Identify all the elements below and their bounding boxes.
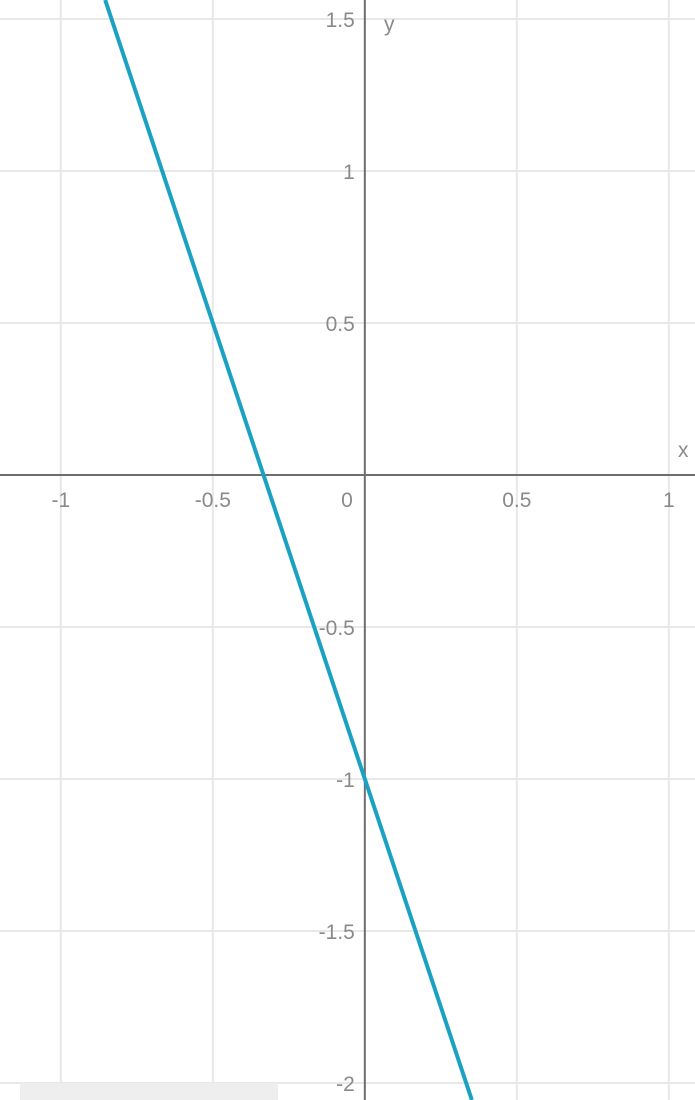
x-axis-label: x: [678, 439, 689, 462]
tick-labels: -1 -0.5 0 0.5 1 1.5 1 0.5 -0.5 -1 -1.5 -2: [51, 9, 674, 1096]
x-tick-label: 0.5: [502, 489, 531, 512]
y-tick-label: -0.5: [319, 617, 355, 640]
x-tick-label: -1: [51, 489, 70, 512]
y-tick-label: 1.5: [326, 9, 355, 32]
y-tick-label: 0.5: [326, 313, 355, 336]
y-axis-label: y: [384, 13, 395, 36]
x-tick-label: 1: [663, 489, 675, 512]
y-tick-label: -1: [336, 769, 355, 792]
bottom-overlay-bar: [20, 1083, 278, 1100]
y-tick-label: -2: [336, 1073, 355, 1096]
series: [103, 0, 474, 1100]
y-tick-label: 1: [343, 161, 355, 184]
y-tick-label: -1.5: [319, 921, 355, 944]
x-tick-label: 0: [341, 489, 353, 512]
series-line: [103, 0, 474, 1100]
x-tick-label: -0.5: [195, 489, 231, 512]
